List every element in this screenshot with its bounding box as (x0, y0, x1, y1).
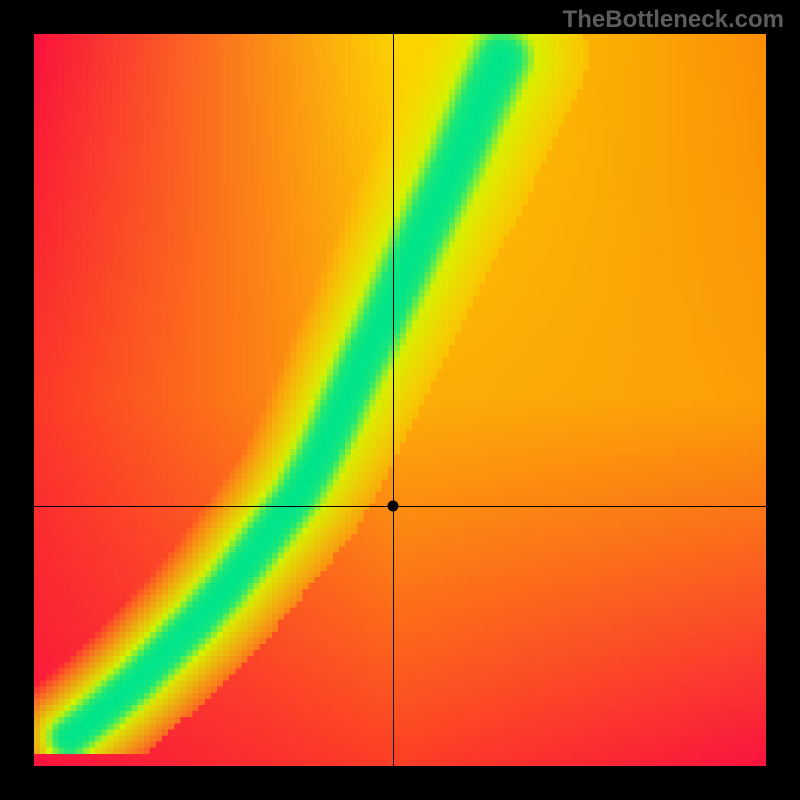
watermark-text: TheBottleneck.com (563, 6, 784, 34)
crosshair-vertical (393, 34, 394, 766)
crosshair-horizontal (34, 506, 766, 507)
point-marker (387, 501, 398, 512)
chart-container: TheBottleneck.com (0, 0, 800, 800)
heatmap-canvas (34, 34, 766, 766)
